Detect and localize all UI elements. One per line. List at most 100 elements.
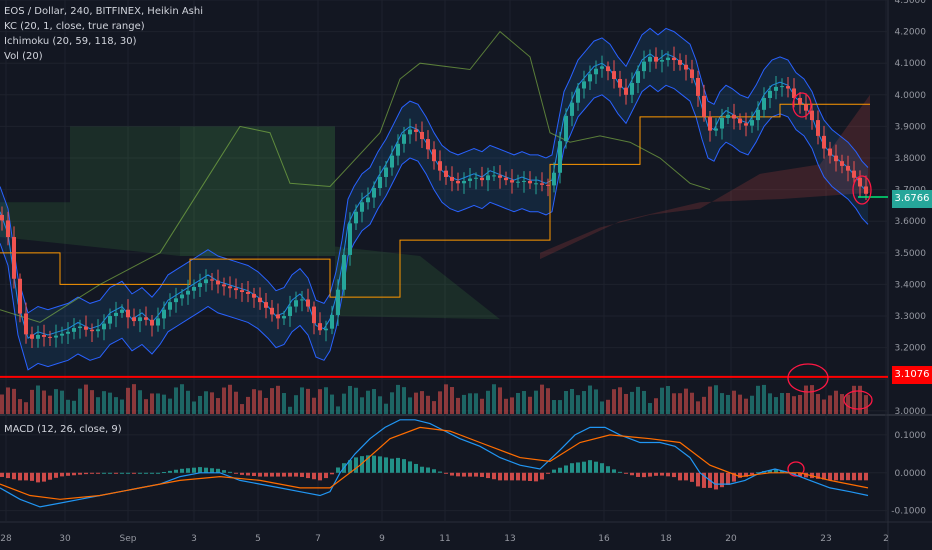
annotation-circle [787, 363, 829, 393]
volume-bar [504, 398, 508, 414]
macd-histogram-bar [804, 472, 808, 478]
candle-body [0, 214, 4, 221]
macd-histogram-bar [690, 472, 694, 482]
macd-histogram-bar [774, 469, 778, 473]
volume-bar [444, 384, 448, 414]
macd-histogram-bar [438, 471, 442, 473]
macd-histogram-bar [594, 461, 598, 473]
candle-body [186, 290, 190, 295]
volume-bar [180, 384, 184, 414]
time-tick-label: 11 [439, 534, 450, 544]
candle-body [18, 278, 22, 314]
price-tick-label: 4.1000 [895, 59, 927, 69]
candle-body [738, 118, 742, 124]
volume-bar [18, 399, 22, 414]
macd-histogram-bar [48, 472, 52, 480]
candle-body [90, 329, 94, 332]
macd-histogram-bar [6, 472, 10, 479]
macd-histogram-bar [264, 472, 268, 477]
macd-histogram-bar [348, 460, 352, 473]
volume-bar [366, 390, 370, 414]
volume-bar [588, 385, 592, 414]
macd-histogram-bar [840, 472, 844, 481]
volume-bar [234, 391, 238, 414]
time-tick-label: 20 [725, 534, 737, 544]
volume-bar [846, 394, 850, 414]
candle-body [252, 293, 256, 298]
volume-bar [348, 385, 352, 414]
volume-bar [438, 391, 442, 414]
candle-body [858, 177, 862, 187]
candle-body [624, 87, 628, 95]
candle-body [768, 90, 772, 98]
chart-legend: EOS / Dollar, 240, BITFINEX, Heikin Ashi… [4, 4, 203, 64]
volume-bar [594, 389, 598, 414]
volume-bar [654, 398, 658, 414]
candle-body [210, 279, 214, 281]
volume-indicator-label[interactable]: Vol (20) [4, 51, 43, 62]
candle-body [372, 188, 376, 198]
macd-histogram-bar [828, 472, 832, 481]
macd-histogram-bar [528, 472, 532, 481]
candle-body [72, 328, 76, 332]
candle-body [150, 319, 154, 326]
volume-bar [282, 393, 286, 414]
macd-histogram-bar [816, 472, 820, 479]
volume-bar [672, 393, 676, 414]
volume-bar [288, 406, 292, 414]
time-tick-label: 23 [820, 534, 831, 544]
candle-body [828, 148, 832, 156]
candle-body [420, 131, 424, 140]
macd-histogram-bar [198, 467, 202, 473]
ichimoku-indicator-label[interactable]: Ichimoku (20, 59, 118, 30) [4, 36, 137, 47]
macd-histogram-bar [312, 472, 316, 480]
time-tick-label: 3 [191, 534, 197, 544]
volume-bar [384, 403, 388, 414]
macd-histogram-bar [540, 472, 544, 480]
macd-histogram-bar [768, 470, 772, 473]
volume-bar [708, 386, 712, 414]
candle-body [414, 129, 418, 132]
macd-tick-label: 0.0000 [895, 469, 927, 479]
macd-histogram-bar [132, 472, 136, 474]
candle-body [288, 306, 292, 317]
candle-body [48, 336, 52, 338]
candle-body [378, 176, 382, 189]
volume-bar [618, 387, 622, 414]
candle-body [276, 314, 280, 319]
price-tick-label: 3.4000 [895, 280, 927, 290]
macd-histogram-bar [630, 472, 634, 476]
candle-body [498, 175, 502, 178]
candle-body [426, 139, 430, 150]
volume-bar [660, 387, 664, 414]
candle-body [222, 284, 226, 287]
volume-bar [678, 393, 682, 414]
candle-body [402, 134, 406, 144]
candle-body [588, 74, 592, 82]
candle-body [756, 109, 760, 121]
macd-histogram-bar [216, 468, 220, 473]
candle-body [78, 326, 82, 329]
macd-histogram-bar [744, 472, 748, 477]
macd-histogram-bar [858, 472, 862, 481]
price-tick-label: 3.3000 [895, 312, 927, 322]
kc-indicator-label[interactable]: KC (20, 1, close, true range) [4, 21, 145, 32]
macd-histogram-bar [144, 472, 148, 474]
macd-histogram-bar [162, 472, 166, 474]
candle-body [336, 289, 340, 315]
candle-body [732, 114, 736, 119]
candle-body [366, 197, 370, 203]
macd-histogram-bar [516, 472, 520, 481]
candle-body [138, 317, 142, 322]
macd-indicator-label[interactable]: MACD (12, 26, close, 9) [4, 424, 122, 435]
volume-bar [390, 392, 394, 414]
macd-histogram-bar [108, 472, 112, 474]
macd-histogram-bar [270, 472, 274, 477]
volume-bar [858, 385, 862, 414]
candle-body [504, 177, 508, 181]
candle-body [846, 165, 850, 171]
macd-histogram-bar [36, 472, 40, 483]
volume-bar [114, 397, 118, 414]
candle-body [360, 202, 364, 212]
